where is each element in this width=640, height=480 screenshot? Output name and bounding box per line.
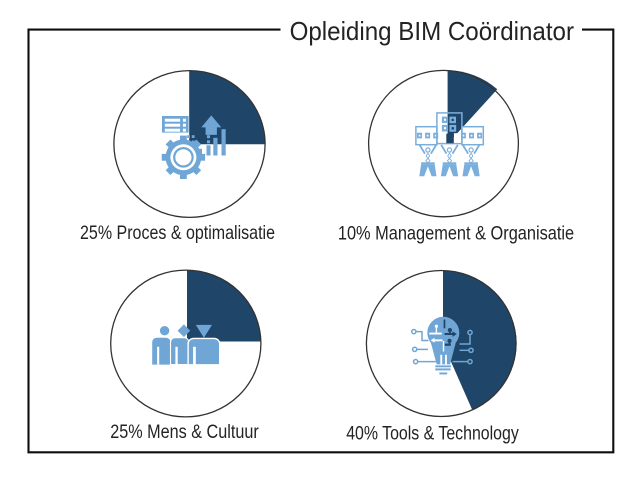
- svg-text:25% Proces & optimalisatie: 25% Proces & optimalisatie: [80, 222, 275, 244]
- svg-text:10% Management & Organisatie: 10% Management & Organisatie: [338, 223, 574, 245]
- svg-text:40% Tools & Technology: 40% Tools & Technology: [346, 423, 519, 445]
- svg-text:25% Mens & Cultuur: 25% Mens & Cultuur: [110, 421, 259, 443]
- svg-text:Opleiding BIM Coördinator: Opleiding BIM Coördinator: [290, 16, 575, 46]
